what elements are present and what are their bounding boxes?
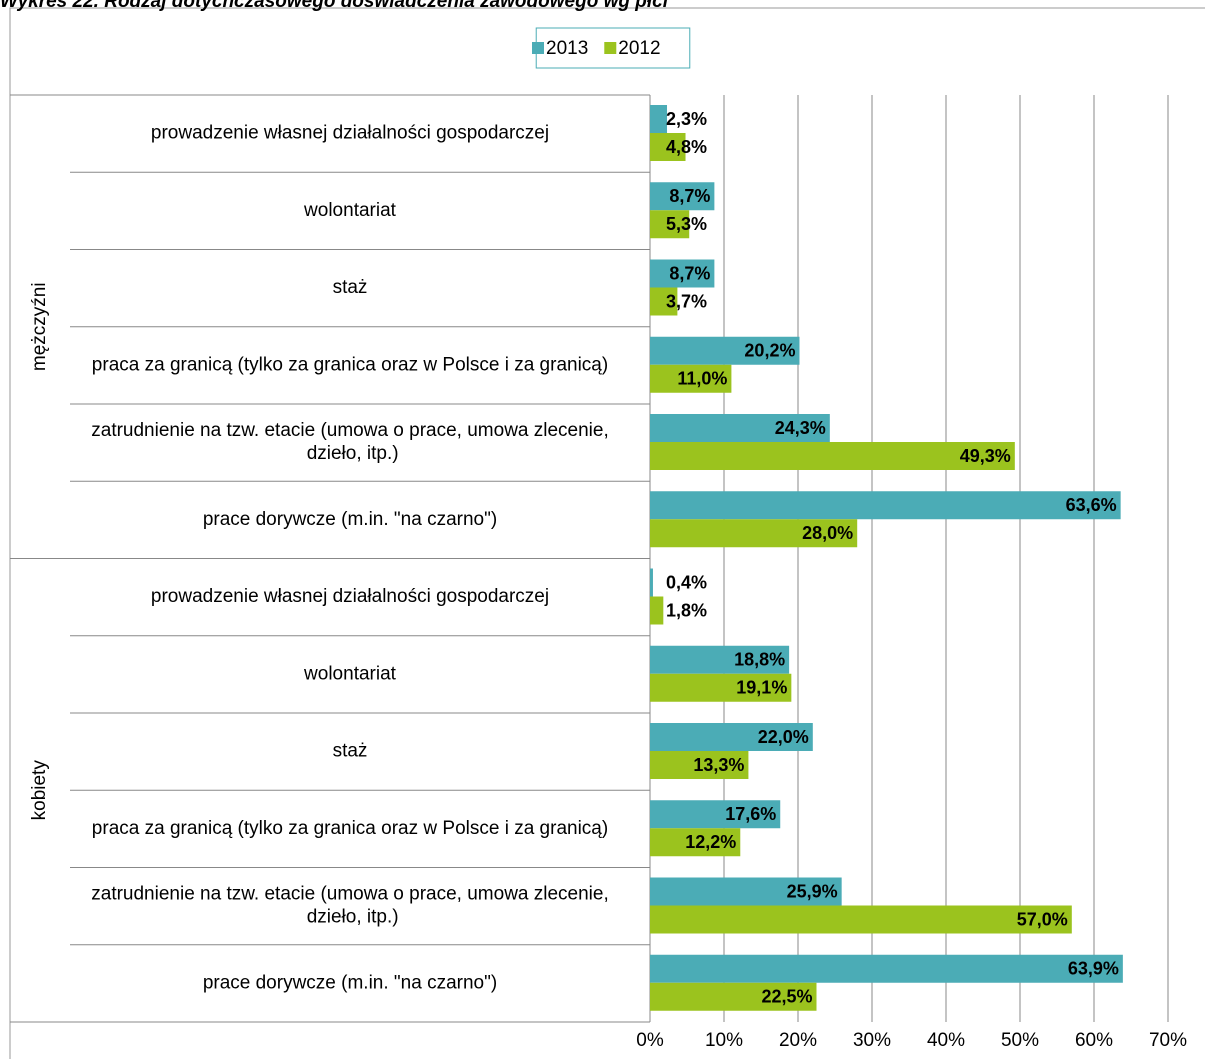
legend-label: 2012 [618, 38, 660, 59]
y-tick-label: zatrudnienie na tzw. etacie (umowa o pra… [91, 884, 609, 928]
value-label: 8,7% [669, 263, 710, 283]
bar [650, 105, 668, 133]
y-tick-label: staż [333, 741, 368, 762]
y-tick-label: praca za granicą (tylko za granica oraz … [92, 818, 608, 839]
value-label: 0,4% [666, 572, 707, 592]
legend-swatch [532, 42, 544, 54]
value-label: 17,6% [725, 804, 776, 824]
value-label: 2,3% [666, 109, 707, 129]
y-tick-label: praca za granicą (tylko za granica oraz … [92, 354, 608, 375]
bar [650, 568, 653, 597]
bar [650, 751, 749, 779]
value-label: 13,3% [693, 755, 744, 775]
y-tick-label: staż [333, 277, 368, 298]
bar [650, 287, 678, 316]
value-label: 28,0% [802, 523, 853, 543]
bar [650, 491, 1121, 520]
group-label: kobiety [29, 760, 50, 821]
bar [650, 905, 1072, 934]
bar [650, 723, 813, 751]
y-tick-label: prace dorywcze (m.in. "na czarno") [203, 972, 497, 993]
x-tick-label: 20% [779, 1030, 817, 1051]
bar [650, 364, 732, 393]
bar [650, 336, 800, 365]
bar [650, 645, 790, 674]
value-label: 63,9% [1068, 959, 1119, 979]
bar [650, 442, 1015, 470]
bar [650, 259, 715, 288]
value-label: 8,7% [669, 186, 710, 206]
x-tick-label: 40% [927, 1030, 965, 1051]
x-tick-label: 30% [853, 1030, 891, 1051]
x-tick-label: 50% [1001, 1030, 1039, 1051]
bar [650, 210, 690, 239]
bar [650, 954, 1123, 983]
value-label: 11,0% [677, 369, 727, 389]
y-tick-label: wolontariat [303, 200, 397, 221]
value-label: 3,7% [666, 291, 707, 311]
bar [650, 519, 858, 548]
value-label: 19,1% [736, 678, 787, 698]
value-label: 57,0% [1017, 909, 1068, 929]
value-label: 20,2% [744, 341, 795, 361]
bar [650, 982, 817, 1011]
x-tick-label: 70% [1149, 1030, 1187, 1051]
y-tick-label: wolontariat [303, 663, 397, 684]
bar [650, 133, 686, 161]
bar [650, 596, 664, 625]
x-tick-label: 10% [705, 1030, 743, 1051]
value-label: 22,0% [758, 727, 809, 747]
chart-title: Wykres 22. Rodzaj dotychczasowego doświa… [0, 0, 669, 12]
y-tick-label: zatrudnienie na tzw. etacie (umowa o pra… [91, 420, 609, 464]
value-label: 24,3% [775, 418, 826, 438]
x-tick-label: 0% [636, 1030, 664, 1051]
value-label: 4,8% [666, 137, 707, 157]
bar [650, 673, 792, 702]
value-label: 1,8% [666, 600, 707, 620]
group-label: mężczyźni [29, 282, 50, 371]
value-label: 25,9% [787, 881, 838, 901]
y-tick-label: prowadzenie własnej działalności gospoda… [151, 586, 549, 607]
value-label: 63,6% [1066, 495, 1117, 515]
legend-swatch [604, 42, 617, 54]
value-label: 22,5% [761, 987, 812, 1007]
y-tick-label: prowadzenie własnej działalności gospoda… [151, 123, 549, 144]
legend-label: 2013 [546, 38, 588, 59]
bar [650, 828, 741, 857]
chart-frame [9, 7, 1205, 1059]
bar [650, 877, 842, 906]
x-tick-label: 60% [1075, 1030, 1113, 1051]
value-label: 5,3% [666, 214, 707, 234]
bar [650, 800, 781, 829]
value-label: 49,3% [960, 446, 1011, 466]
y-tick-label: prace dorywcze (m.in. "na czarno") [203, 509, 497, 530]
bar [650, 182, 715, 211]
value-label: 18,8% [734, 650, 785, 670]
bar [650, 414, 830, 442]
value-label: 12,2% [685, 832, 736, 852]
